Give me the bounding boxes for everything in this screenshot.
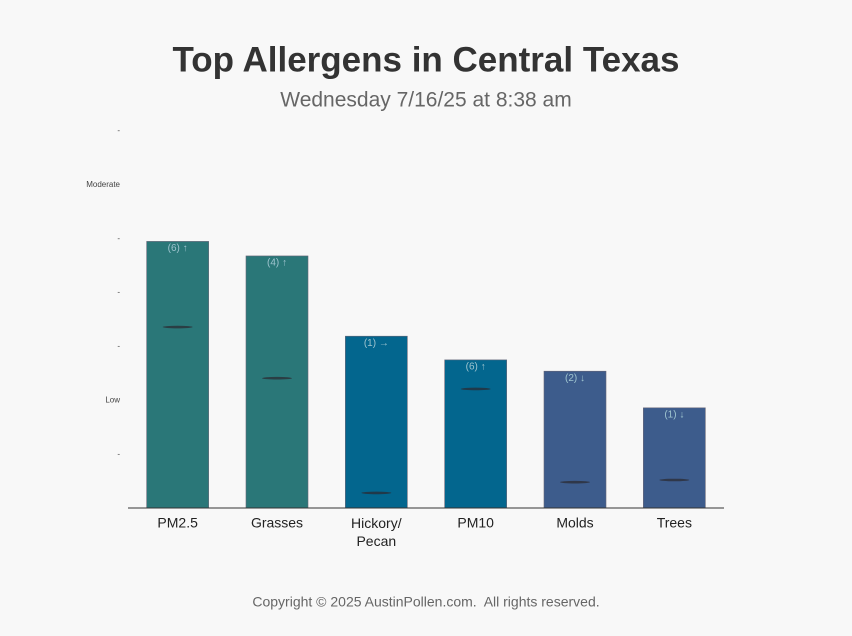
footer: Copyright © 2025 AustinPollen.com. All r… bbox=[252, 594, 599, 610]
x-tick-label: Grasses bbox=[251, 515, 303, 531]
bar bbox=[444, 359, 507, 509]
y-tick-label: - bbox=[117, 342, 120, 351]
marker bbox=[560, 480, 590, 484]
y-tick-label: Moderate bbox=[86, 180, 120, 189]
bar-annotation: (6) ↑ bbox=[168, 243, 188, 254]
bar bbox=[245, 255, 309, 509]
y-tick-label: - bbox=[117, 449, 120, 458]
x-tick-label: Hickory/Pecan bbox=[351, 515, 402, 549]
chart-title: Top Allergens in Central Texas bbox=[173, 40, 680, 79]
x-tick-label: PM2.5 bbox=[157, 515, 198, 531]
x-tick-label: Molds bbox=[556, 515, 593, 531]
bar bbox=[345, 335, 408, 509]
bar-annotation: (1) ↓ bbox=[664, 409, 684, 420]
bar bbox=[643, 407, 706, 509]
marker bbox=[162, 325, 193, 329]
bar-annotation: (6) ↑ bbox=[466, 362, 486, 373]
y-tick-label: - bbox=[117, 126, 120, 135]
y-tick-label: - bbox=[117, 288, 120, 297]
marker bbox=[460, 387, 491, 391]
chart-subtitle: Wednesday 7/16/25 at 8:38 am bbox=[280, 89, 571, 112]
x-tick-label: Trees bbox=[657, 515, 692, 531]
y-tick-label: - bbox=[117, 234, 120, 243]
y-tick-label: Low bbox=[105, 395, 120, 404]
marker bbox=[659, 478, 690, 482]
bar-annotation: (1) → bbox=[364, 338, 389, 349]
bar-annotation: (2) ↓ bbox=[565, 373, 585, 384]
bar bbox=[146, 241, 209, 509]
marker bbox=[361, 491, 392, 495]
marker bbox=[262, 376, 292, 380]
bar-annotation: (4) ↑ bbox=[267, 258, 287, 269]
x-tick-label: PM10 bbox=[457, 515, 494, 531]
bar bbox=[543, 370, 607, 509]
